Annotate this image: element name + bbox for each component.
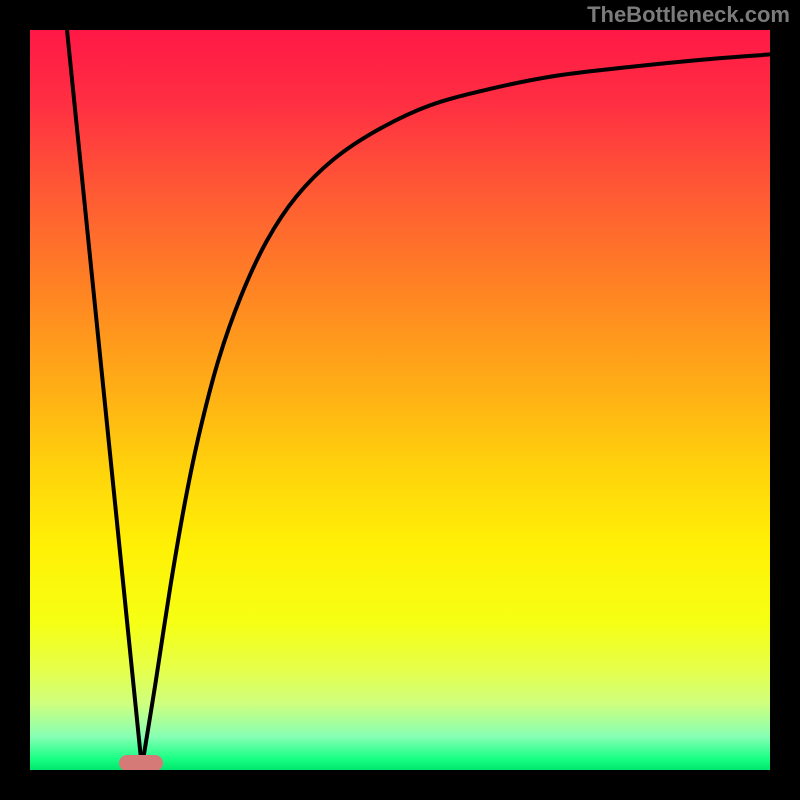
watermark-text: TheBottleneck.com bbox=[587, 2, 790, 28]
optimum-marker bbox=[119, 755, 163, 770]
chart-svg bbox=[30, 30, 770, 770]
gradient-background bbox=[30, 30, 770, 770]
chart-container: TheBottleneck.com bbox=[0, 0, 800, 800]
plot-area bbox=[30, 30, 770, 770]
